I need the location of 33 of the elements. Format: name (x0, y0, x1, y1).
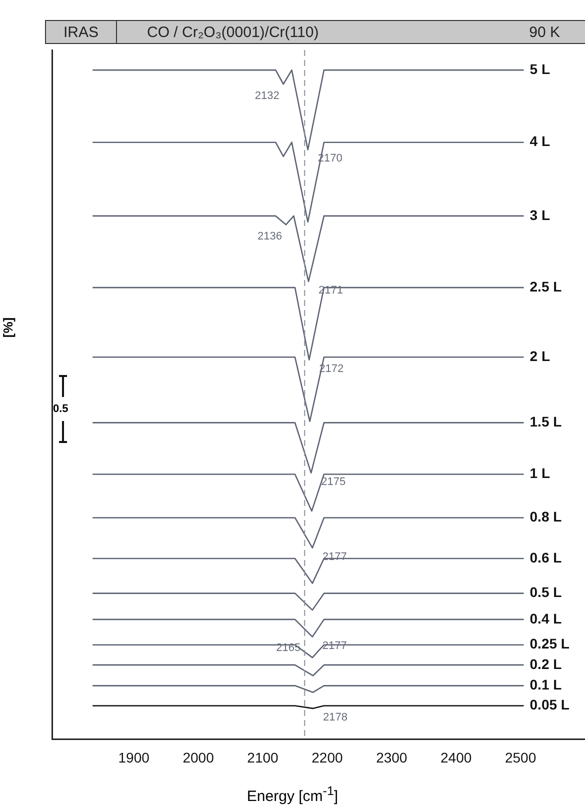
series-label: 0.6 L (530, 549, 562, 566)
annotation: 2165 (276, 642, 301, 654)
chart-title: CO / Cr₂O₃(0001)/Cr(110) (146, 24, 320, 40)
series-label: 0.4 L (530, 610, 562, 626)
series-label: 2.5 L (530, 278, 562, 294)
y-axis-title: [%] (0, 317, 16, 338)
x-tick-label: 2200 (312, 749, 343, 766)
series-label: 0.05 L (530, 696, 570, 713)
x-axis-title: Energy [cm$^{-1}$] (246, 784, 340, 805)
annotation: 2178 (323, 711, 348, 724)
text: IRAS (46, 21, 117, 43)
x-tick-label: 2000 (182, 749, 214, 766)
x-tick-label: 1900 (118, 749, 150, 766)
text: 90 K (529, 24, 561, 40)
series-label: 0.8 L (530, 508, 562, 525)
x-tick-label: 2300 (376, 749, 408, 766)
series-label: 0.25 L (530, 636, 570, 652)
series-label: 2 L (530, 348, 550, 364)
series-label: 4 L (530, 133, 550, 150)
annotation: 0.5 (53, 403, 68, 415)
annotation: 2132 (254, 90, 280, 102)
series-label: 0.5 L (530, 584, 562, 600)
series-label: 0.2 L (530, 656, 562, 672)
series-label: 0.1 L (530, 676, 562, 693)
annotation: 2136 (257, 230, 282, 243)
series-label: 5 L (530, 60, 550, 77)
x-tick-label: 2100 (247, 749, 279, 766)
series-label: 3 L (530, 206, 550, 223)
series-label: 1.5 L (530, 414, 562, 430)
annotation: 2175 (321, 476, 346, 488)
series-label: 1 L (530, 465, 550, 482)
x-tick-label: 2400 (440, 749, 472, 766)
x-tick-label: 2500 (504, 749, 536, 766)
